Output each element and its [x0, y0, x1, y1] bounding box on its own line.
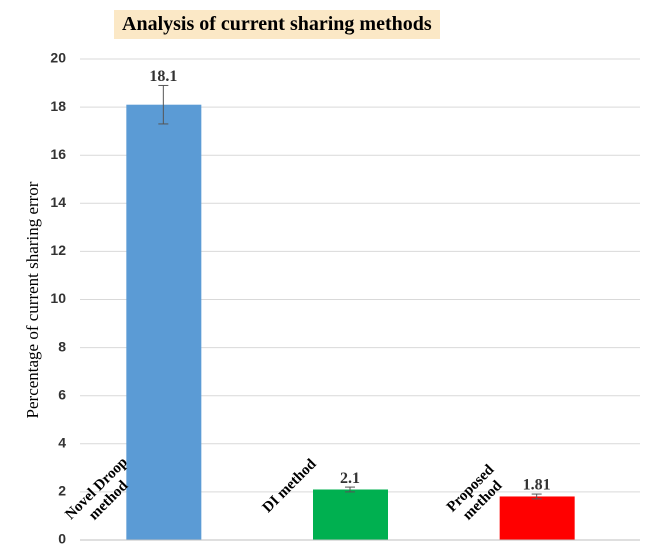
y-tick-label: 2: [58, 483, 66, 499]
y-tick-label: 18: [50, 98, 66, 114]
y-tick-label: 0: [58, 531, 66, 546]
y-axis-label: Percentage of current sharing error: [23, 181, 42, 419]
bar: [313, 489, 388, 540]
y-tick-label: 10: [50, 290, 66, 306]
error-bar: [158, 84, 169, 125]
y-tick-label: 8: [58, 338, 66, 354]
y-tick-label: 6: [58, 386, 66, 402]
data-label: 18.1: [149, 68, 177, 85]
y-tick-label: 16: [50, 146, 66, 162]
data-label: 1.81: [523, 477, 551, 494]
y-tick-label: 12: [50, 242, 66, 258]
y-tick-label: 4: [58, 435, 66, 451]
bar: [126, 104, 202, 540]
error-bar: [531, 493, 542, 500]
chart-title: Analysis of current sharing methods: [114, 10, 440, 39]
bar: [499, 496, 575, 540]
y-tick-label: 14: [50, 194, 66, 210]
error-bar: [345, 486, 355, 493]
data-label: 2.1: [340, 470, 360, 487]
y-tick-label: 20: [50, 50, 66, 66]
